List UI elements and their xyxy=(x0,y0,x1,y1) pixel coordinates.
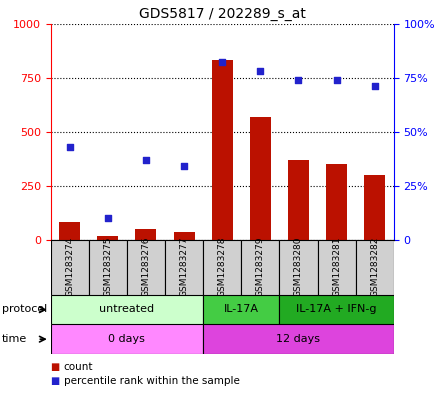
Bar xyxy=(288,160,309,240)
Bar xyxy=(97,237,118,240)
Text: GSM1283279: GSM1283279 xyxy=(256,237,265,298)
Title: GDS5817 / 202289_s_at: GDS5817 / 202289_s_at xyxy=(139,7,306,21)
Text: untreated: untreated xyxy=(99,305,154,314)
Text: percentile rank within the sample: percentile rank within the sample xyxy=(64,376,240,386)
Point xyxy=(257,68,264,74)
Point xyxy=(219,59,226,66)
Text: GSM1283278: GSM1283278 xyxy=(218,237,227,298)
Text: count: count xyxy=(64,362,93,373)
Bar xyxy=(212,60,233,240)
Bar xyxy=(51,324,203,354)
Point xyxy=(66,143,73,150)
Bar xyxy=(51,295,203,324)
Text: 12 days: 12 days xyxy=(276,334,320,344)
Bar xyxy=(89,240,127,295)
Text: protocol: protocol xyxy=(2,304,48,314)
Text: GSM1283275: GSM1283275 xyxy=(103,237,112,298)
Text: GSM1283282: GSM1283282 xyxy=(370,237,379,298)
Text: IL-17A: IL-17A xyxy=(224,305,259,314)
Bar xyxy=(203,324,394,354)
Bar xyxy=(136,229,157,240)
Point xyxy=(371,83,378,89)
Point xyxy=(143,156,150,163)
Point xyxy=(180,163,187,169)
Text: GSM1283280: GSM1283280 xyxy=(294,237,303,298)
Text: 0 days: 0 days xyxy=(108,334,145,344)
Text: ■: ■ xyxy=(51,376,60,386)
Bar xyxy=(318,240,356,295)
Bar xyxy=(51,240,89,295)
Bar xyxy=(127,240,165,295)
Bar xyxy=(174,232,194,240)
Text: ■: ■ xyxy=(51,362,60,373)
Bar xyxy=(165,240,203,295)
Bar xyxy=(203,295,279,324)
Bar xyxy=(279,295,394,324)
Text: GSM1283281: GSM1283281 xyxy=(332,237,341,298)
Bar xyxy=(364,175,385,240)
Bar xyxy=(326,164,347,240)
Bar xyxy=(203,240,241,295)
Bar xyxy=(241,240,279,295)
Point xyxy=(295,77,302,83)
Text: GSM1283276: GSM1283276 xyxy=(141,237,150,298)
Text: IL-17A + IFN-g: IL-17A + IFN-g xyxy=(297,305,377,314)
Text: GSM1283277: GSM1283277 xyxy=(180,237,189,298)
Bar xyxy=(279,240,318,295)
Bar xyxy=(250,116,271,240)
Point xyxy=(104,215,111,221)
Bar xyxy=(59,222,80,240)
Text: GSM1283274: GSM1283274 xyxy=(65,237,74,298)
Bar xyxy=(356,240,394,295)
Point xyxy=(333,77,340,83)
Text: time: time xyxy=(2,334,27,344)
